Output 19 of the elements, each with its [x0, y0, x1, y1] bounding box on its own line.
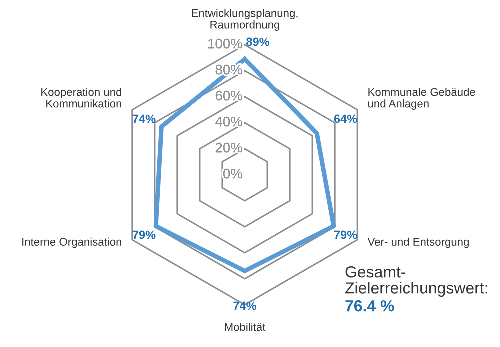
y-tick-label: 40% — [216, 116, 243, 127]
data-label: 64% — [334, 114, 358, 124]
data-label: 74% — [234, 302, 257, 310]
spoke-label: Kooperation und Kommunikation — [42, 88, 122, 108]
text: Gesamt- Zielerreichungswert: — [346, 266, 488, 297]
spoke-label: Ver- und Entsorgung — [368, 238, 469, 248]
spoke-label: Mobilität — [225, 323, 266, 332]
spoke-label: Kommunale Gebäude und Anlagen — [368, 88, 476, 110]
data-label: 79% — [132, 230, 156, 240]
spoke-label: Entwicklungsplanung, Raumordnung — [192, 9, 298, 31]
data-label: 79% — [334, 230, 358, 240]
data-label: 89% — [246, 38, 270, 46]
y-tick-label: 60% — [216, 90, 243, 101]
y-tick-label: 100% — [208, 38, 243, 49]
y-tick-label: 20% — [216, 142, 243, 153]
data-label: 74% — [132, 114, 156, 124]
spoke-label: Interne Organisation — [22, 238, 122, 248]
text: 76.4 % — [346, 300, 394, 312]
y-tick-label: 0% — [223, 168, 243, 179]
